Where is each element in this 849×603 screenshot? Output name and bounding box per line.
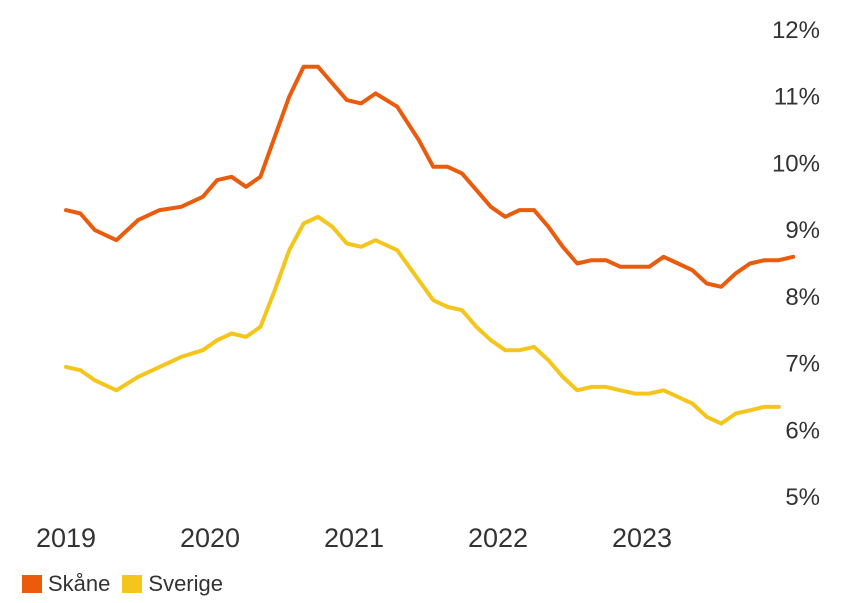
series-line-skane (64, 64, 796, 289)
y-tick-label: 10% (772, 150, 820, 177)
legend-swatch-skane (22, 575, 42, 593)
legend-label-sverige: Sverige (148, 571, 223, 596)
y-tick-label: 11% (774, 84, 820, 111)
y-tick-label: 7% (785, 351, 820, 378)
y-tick-label: 5% (785, 484, 820, 511)
x-tick-label: 2023 (612, 523, 672, 553)
legend-label-skane: Skåne (48, 571, 111, 596)
y-tick-label: 12% (772, 17, 820, 44)
legend-item-sverige: Sverige (122, 571, 223, 597)
x-tick-label: 2021 (324, 523, 384, 553)
y-tick-label: 9% (785, 217, 820, 244)
series-line-sverige (64, 214, 781, 426)
x-axis-ticks: 2019 2020 2021 2022 2023 (36, 523, 672, 553)
series-lines (64, 64, 796, 426)
x-tick-label: 2022 (468, 523, 528, 553)
legend: Skåne Sverige (22, 571, 235, 597)
y-axis-ticks: 12% 11% 10% 9% 8% 7% 6% 5% (772, 17, 820, 511)
legend-item-skane: Skåne (22, 571, 110, 597)
x-tick-label: 2020 (180, 523, 240, 553)
y-tick-label: 6% (785, 417, 820, 444)
y-tick-label: 8% (785, 284, 820, 311)
legend-swatch-sverige (122, 575, 143, 593)
x-tick-label: 2019 (36, 523, 96, 553)
